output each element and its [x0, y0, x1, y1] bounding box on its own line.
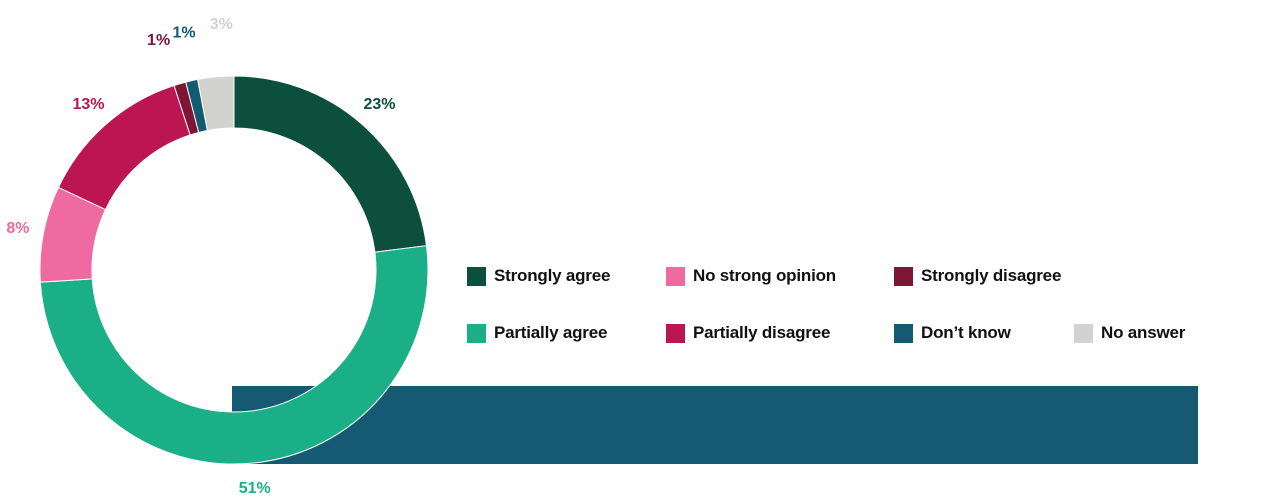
legend-swatch — [467, 266, 486, 286]
legend-item-no-answer: No answer — [1074, 322, 1185, 344]
legend-item-strongly-disagree: Strongly disagree — [894, 265, 1061, 287]
legend-label: Partially disagree — [693, 323, 831, 342]
legend-label: Strongly disagree — [921, 266, 1062, 285]
legend-swatch — [1074, 323, 1093, 343]
legend-item-no-strong-opinion: No strong opinion — [666, 265, 836, 287]
slice-label: 8% — [6, 220, 29, 237]
legend-label: No strong opinion — [693, 266, 836, 285]
slice-label: 1% — [147, 32, 170, 49]
slice-label: 13% — [72, 96, 104, 113]
slice-partially-agree — [39, 245, 429, 465]
legend-label: No answer — [1101, 323, 1186, 342]
slice-label: 23% — [363, 96, 395, 113]
slice-label: 51% — [239, 480, 271, 497]
legend-swatch — [666, 323, 685, 343]
teal-decorative-bar — [232, 386, 1198, 464]
legend-swatch — [894, 266, 913, 286]
legend-item-partially-disagree: Partially disagree — [666, 322, 830, 344]
legend-item-dont-know: Don’t know — [894, 322, 1011, 344]
slice-label: 3% — [210, 16, 233, 33]
legend-swatch — [666, 266, 685, 286]
slice-no-answer — [197, 75, 235, 132]
slice-strongly-agree — [233, 75, 428, 253]
slice-label: 1% — [172, 25, 195, 42]
legend-item-partially-agree: Partially agree — [467, 322, 607, 344]
legend-label: Don’t know — [921, 323, 1011, 342]
legend-swatch — [467, 323, 486, 343]
legend-label: Strongly agree — [494, 266, 611, 285]
legend-swatch — [894, 323, 913, 343]
legend-item-strongly-agree: Strongly agree — [467, 265, 610, 287]
legend-label: Partially agree — [494, 323, 608, 342]
